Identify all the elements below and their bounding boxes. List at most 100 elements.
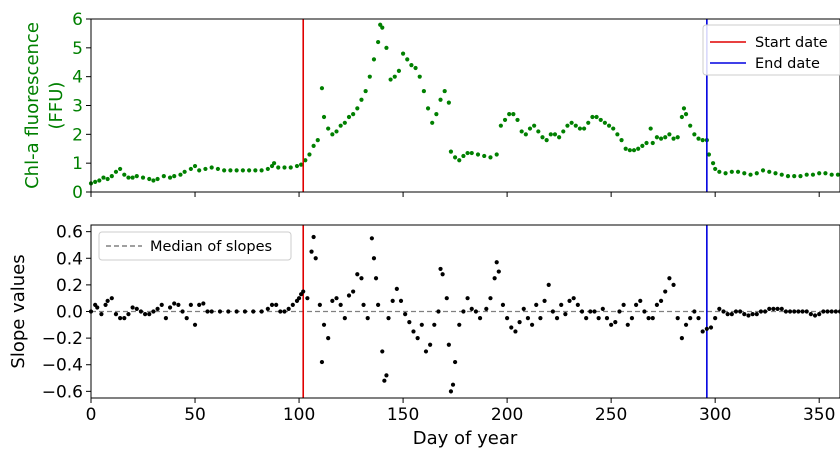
bottom-legend: Median of slopes bbox=[98, 231, 292, 261]
bottom-x-tick-label: 300 bbox=[699, 405, 731, 425]
slope-point bbox=[438, 266, 443, 272]
chl-point bbox=[648, 126, 653, 131]
slope-point bbox=[538, 316, 543, 321]
slope-point bbox=[407, 320, 412, 325]
slope-point bbox=[301, 289, 306, 294]
chl-point bbox=[101, 175, 106, 180]
slope-point bbox=[509, 325, 514, 330]
chl-point bbox=[192, 163, 198, 169]
chl-point bbox=[810, 172, 816, 177]
bottom-y-tick-label: 0.6 bbox=[56, 223, 83, 243]
slope-point bbox=[812, 313, 818, 318]
slope-point bbox=[634, 302, 639, 307]
slope-point bbox=[529, 322, 535, 327]
slope-point bbox=[683, 322, 689, 327]
chl-point bbox=[519, 129, 524, 134]
slope-point bbox=[282, 309, 287, 314]
chl-point bbox=[663, 135, 668, 140]
slope-point bbox=[746, 313, 751, 318]
slope-point bbox=[428, 342, 433, 347]
chl-point bbox=[215, 166, 221, 172]
bottom-x-tick-label: 100 bbox=[283, 405, 315, 425]
slope-point bbox=[147, 312, 152, 317]
chl-point bbox=[644, 140, 649, 146]
slope-point bbox=[192, 322, 198, 327]
slope-point bbox=[286, 306, 291, 311]
slope-point bbox=[679, 336, 684, 341]
slope-point bbox=[708, 325, 714, 330]
chl-point bbox=[615, 132, 620, 137]
slope-point bbox=[658, 298, 664, 303]
chl-point bbox=[706, 152, 712, 157]
slope-point bbox=[313, 256, 318, 261]
chl-point bbox=[598, 117, 603, 123]
slope-point bbox=[654, 302, 660, 307]
chl-point bbox=[388, 77, 393, 82]
chl-point bbox=[359, 97, 364, 102]
chl-point bbox=[178, 172, 183, 177]
slope-point bbox=[134, 306, 139, 311]
slope-point bbox=[419, 322, 424, 327]
slope-point bbox=[423, 349, 429, 354]
chl-point bbox=[380, 25, 385, 30]
slope-point bbox=[326, 336, 331, 341]
chl-point bbox=[392, 74, 397, 79]
top-plot-area bbox=[88, 19, 840, 192]
chl-point bbox=[700, 138, 705, 143]
chl-point bbox=[282, 165, 287, 170]
slope-point bbox=[484, 306, 489, 311]
slope-point bbox=[575, 302, 580, 307]
top-y-tick-label: 1 bbox=[72, 154, 83, 174]
chl-point bbox=[773, 171, 778, 176]
slope-point bbox=[103, 302, 108, 307]
chl-point bbox=[507, 112, 512, 117]
chl-point bbox=[409, 63, 414, 68]
slope-point bbox=[609, 322, 614, 327]
chl-point bbox=[371, 57, 377, 62]
chl-point bbox=[723, 171, 728, 176]
slope-point bbox=[296, 296, 302, 301]
slope-point bbox=[717, 306, 722, 311]
slope-point bbox=[800, 309, 805, 314]
chl-point bbox=[729, 169, 734, 174]
slope-point bbox=[817, 312, 822, 317]
chl-point bbox=[835, 172, 840, 177]
slope-point bbox=[118, 316, 123, 321]
slope-point bbox=[359, 276, 364, 281]
chl-point bbox=[367, 74, 372, 79]
chl-point bbox=[93, 179, 98, 185]
top-y-axis-label-line2: (FFU) bbox=[46, 82, 67, 130]
slope-point bbox=[738, 309, 743, 314]
slope-point bbox=[105, 298, 110, 303]
slope-point bbox=[122, 316, 127, 321]
chl-point bbox=[710, 161, 716, 166]
bottom-x-tick-label: 250 bbox=[595, 405, 627, 425]
chl-point bbox=[253, 168, 258, 173]
chl-point bbox=[276, 165, 281, 170]
slope-point bbox=[386, 316, 391, 321]
chl-point bbox=[544, 138, 549, 143]
chl-point bbox=[334, 129, 339, 134]
chl-point bbox=[654, 135, 660, 140]
chl-point bbox=[623, 146, 628, 151]
slope-point bbox=[692, 309, 697, 314]
slope-point bbox=[259, 309, 264, 314]
slope-point bbox=[390, 298, 395, 303]
slope-point bbox=[226, 309, 231, 314]
slope-point bbox=[563, 312, 568, 317]
chl-point bbox=[188, 166, 193, 172]
chl-point bbox=[122, 172, 127, 177]
chl-point bbox=[126, 175, 131, 180]
slope-point bbox=[142, 312, 148, 317]
chl-point bbox=[109, 174, 114, 179]
chl-point bbox=[182, 169, 187, 174]
chl-point bbox=[228, 168, 233, 173]
slope-point bbox=[382, 378, 387, 383]
chl-point bbox=[105, 176, 110, 182]
slope-point bbox=[365, 316, 370, 321]
slope-point bbox=[361, 302, 366, 307]
chl-point bbox=[271, 161, 277, 166]
chl-point bbox=[636, 146, 641, 151]
chl-point bbox=[552, 132, 558, 137]
chl-point bbox=[650, 140, 655, 146]
